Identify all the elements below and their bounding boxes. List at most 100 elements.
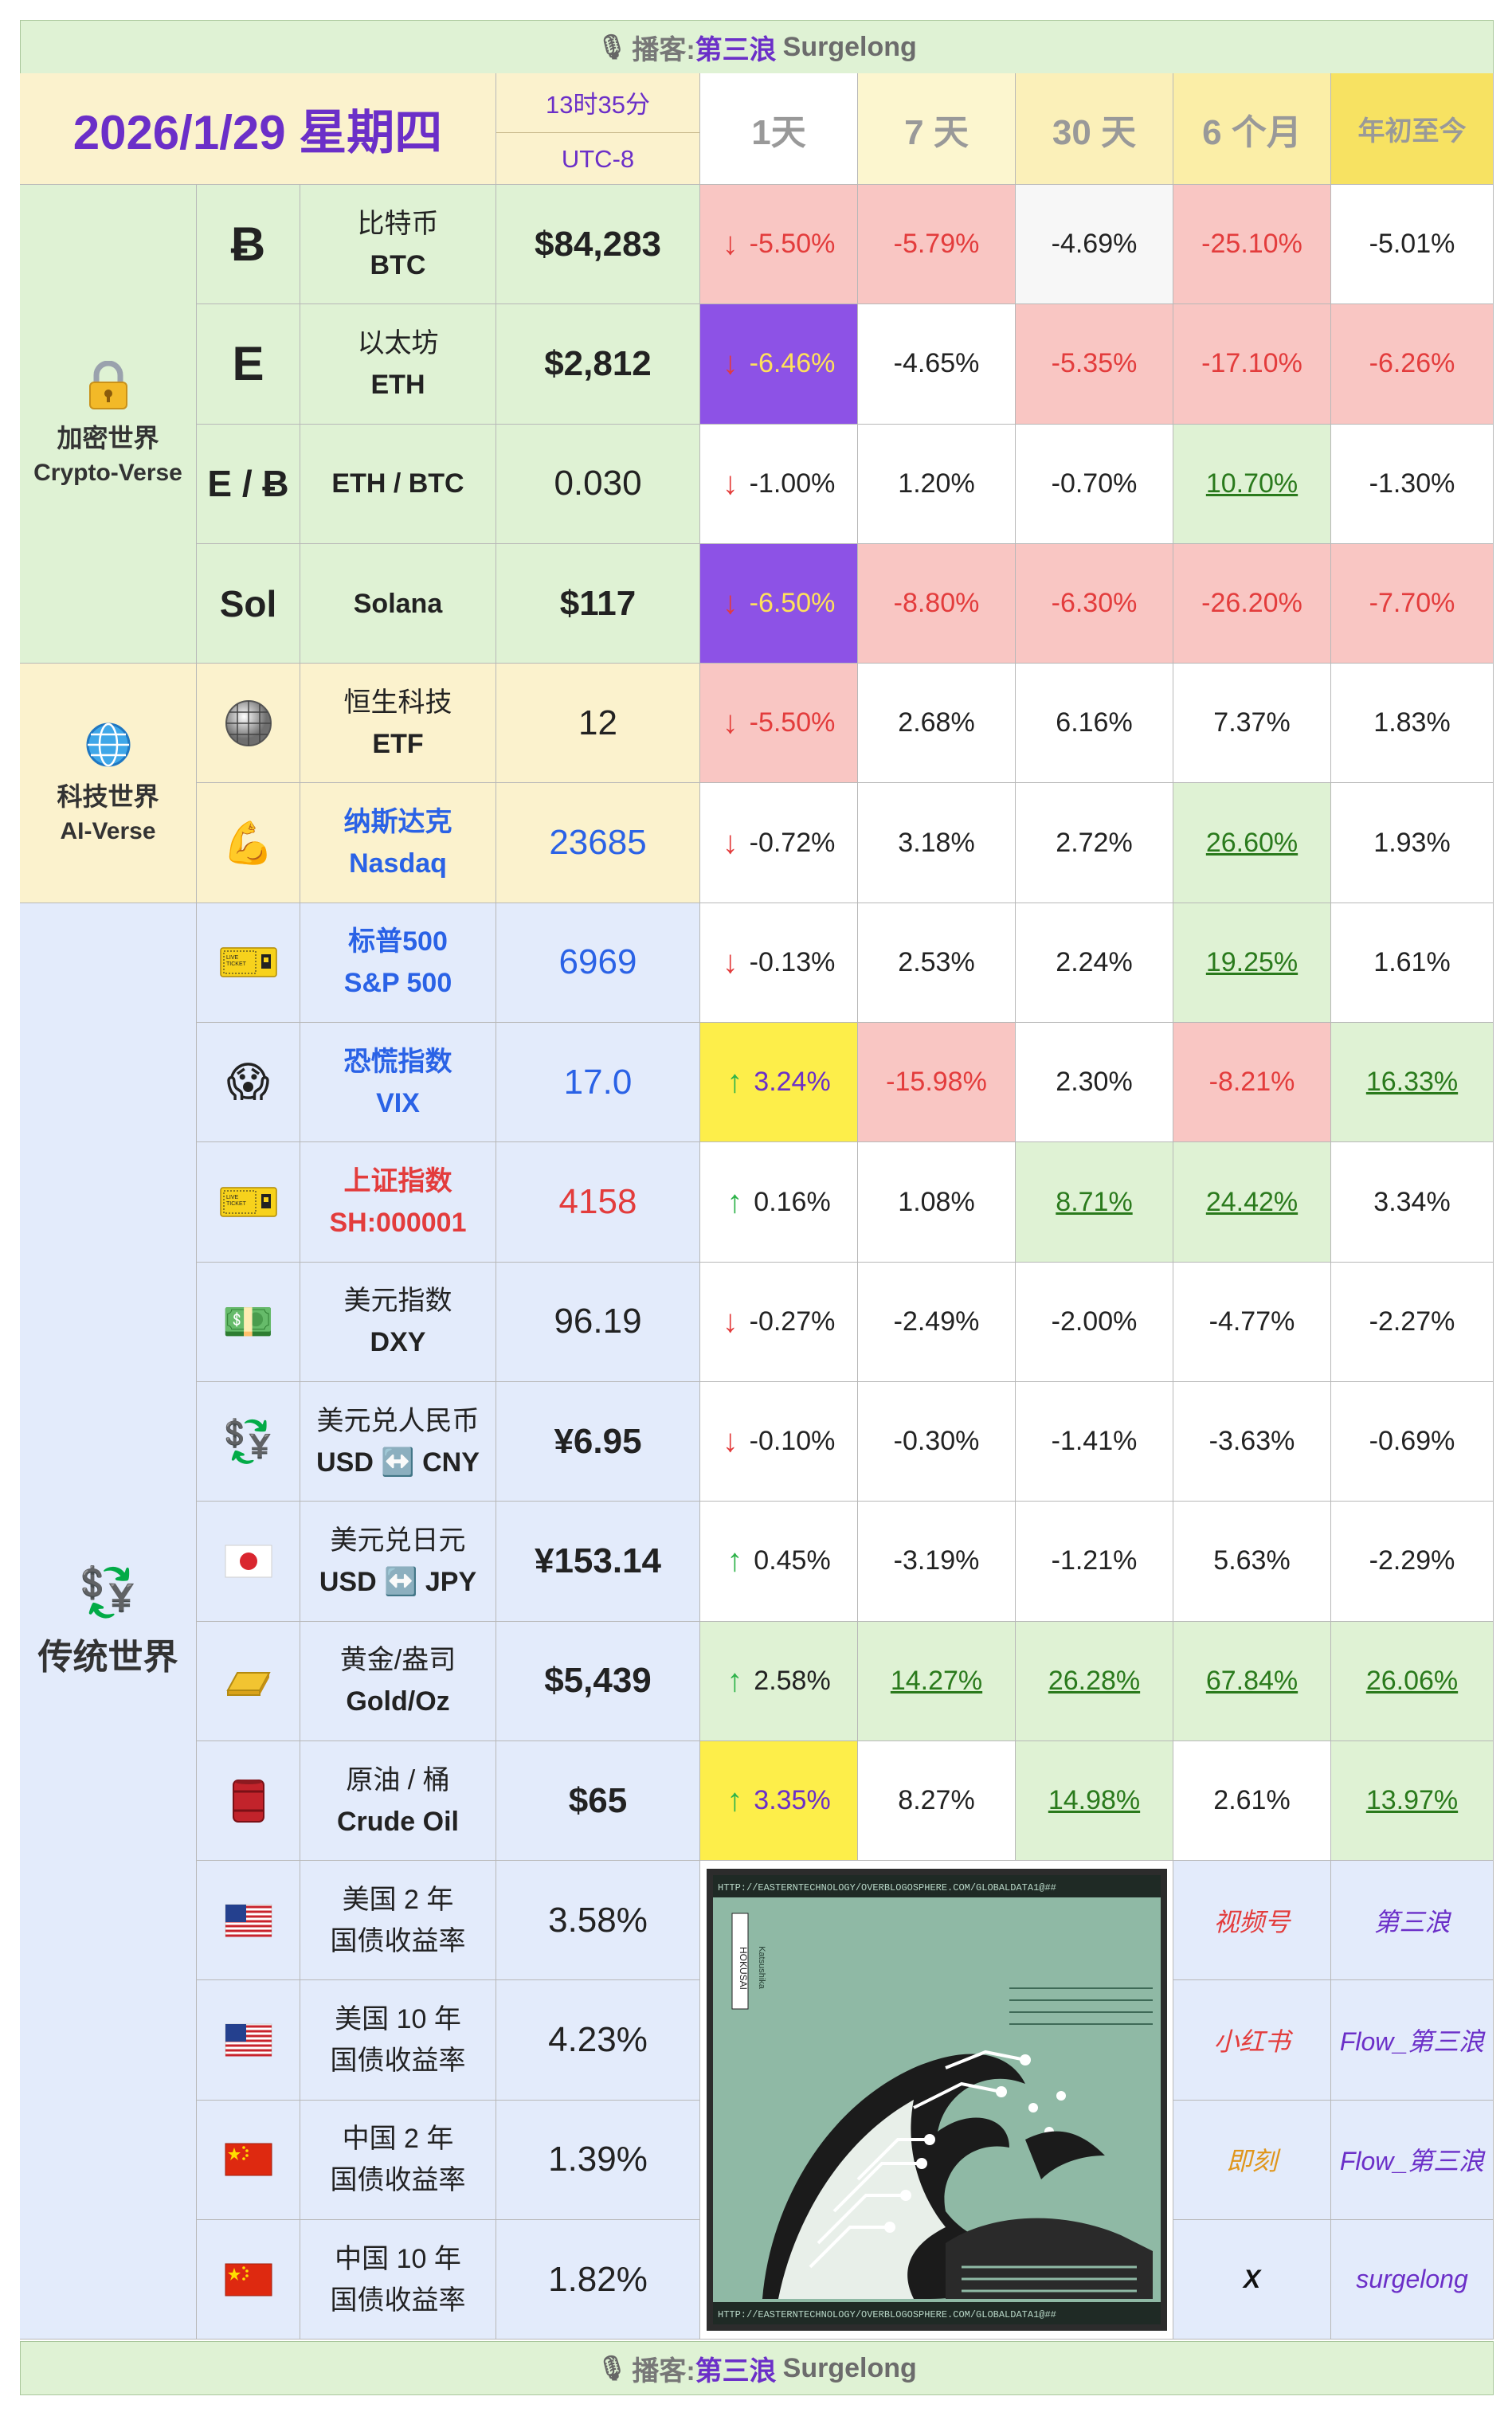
asset-name-cn: 上证指数 (343, 1166, 452, 1197)
change-30d: -0.70% (1016, 424, 1173, 544)
change-6m: 5.63% (1173, 1502, 1331, 1622)
asset-price: 17.0 (496, 1023, 700, 1143)
asset-name-en: Crude Oil (336, 1806, 460, 1837)
asset-name: 美国 10 年国债收益率 (300, 1980, 496, 2101)
asset-name-en: BTC (370, 249, 426, 280)
change-7d: 1.08% (858, 1142, 1016, 1263)
asset-name: 美元兑日元 USD ↔️ JPY (300, 1502, 496, 1622)
asset-name: 纳斯达克 Nasdaq (300, 783, 496, 903)
social-platform-jike: 即刻 (1173, 2100, 1331, 2221)
globe-icon (84, 721, 132, 769)
asset-name-en: 国债收益率 (330, 2285, 466, 2316)
change-value: -0.72% (749, 827, 836, 858)
change-30d: 8.71% (1016, 1142, 1173, 1263)
change-value: -6.46% (749, 348, 836, 379)
up-arrow-icon: ↑ (727, 1783, 743, 1818)
change-ytd: -6.26% (1331, 304, 1494, 425)
market-dashboard: 🎙 播客: 第三浪 Surgelong 2026/1/29 星期四 13时35分… (20, 20, 1494, 2395)
change-30d: 6.16% (1016, 664, 1173, 784)
flexed-bicep-icon: 💪 (197, 783, 300, 903)
asset-price: 23685 (496, 783, 700, 903)
asset-name: 中国 10 年国债收益率 (300, 2220, 496, 2340)
eth-btc-icon: E / Ƀ (197, 424, 300, 544)
change-value: 2.58% (754, 1665, 831, 1696)
artwork-caption-bottom: HTTP://EASTERNTECHNOLOGY/OVERBLOGOSPHERE… (718, 2309, 1056, 2320)
china-flag-icon (197, 2100, 300, 2221)
change-6m: 67.84% (1173, 1621, 1331, 1741)
change-30d: 2.24% (1016, 903, 1173, 1024)
change-ytd: 26.06% (1331, 1621, 1494, 1741)
change-6m: -17.10% (1173, 304, 1331, 425)
column-header-1d[interactable]: 1天 (700, 73, 858, 185)
asset-name: 美元兑人民币 USD ↔️ CNY (300, 1381, 496, 1502)
podcast-name: 第三浪 (695, 34, 777, 65)
podcast-label: 播客: (632, 2355, 695, 2387)
asset-price: $5,439 (496, 1621, 700, 1741)
down-arrow-icon: ↓ (722, 346, 738, 382)
asset-name-en: ETH (370, 369, 425, 400)
artwork-sublabel: Katsushika (757, 1946, 766, 1990)
social-handle-x[interactable]: surgelong (1331, 2220, 1494, 2340)
change-ytd: -5.01% (1331, 185, 1494, 305)
change-1d: ↑ 3.24% (700, 1023, 858, 1143)
microphone-icon: 🎙 (597, 33, 628, 61)
column-header-ytd[interactable]: 年初至今 (1331, 73, 1494, 185)
asset-price: 96.19 (496, 1262, 700, 1382)
currency-exchange-icon: 💱 (197, 1381, 300, 1502)
column-header-7d[interactable]: 7 天 (858, 73, 1016, 185)
asset-name-cn: 恒生科技 (343, 687, 452, 718)
change-ytd: 3.34% (1331, 1142, 1494, 1263)
change-7d: 2.68% (858, 664, 1016, 784)
gold-bar-icon (197, 1621, 300, 1741)
change-30d: 2.72% (1016, 783, 1173, 903)
us-flag-icon (197, 1980, 300, 2101)
asset-price: 6969 (496, 903, 700, 1024)
column-header-6m[interactable]: 6 个月 (1173, 73, 1331, 185)
time-display: 13时35分 UTC-8 (496, 73, 700, 185)
social-platform-x: X (1173, 2220, 1331, 2340)
asset-name: 原油 / 桶 Crude Oil (300, 1740, 496, 1862)
change-6m: -8.21% (1173, 1023, 1331, 1143)
change-6m: 24.42% (1173, 1142, 1331, 1263)
social-handle-jike[interactable]: Flow_第三浪 (1331, 2100, 1494, 2221)
asset-price: 3.58% (496, 1861, 700, 1981)
up-arrow-icon: ↑ (727, 1184, 743, 1220)
social-handle-channels[interactable]: 第三浪 (1331, 1861, 1494, 1981)
ticket-icon: LIVE TICKET (197, 903, 300, 1024)
change-value: -5.50% (749, 707, 836, 738)
asset-name-en: 国债收益率 (330, 2165, 466, 2196)
asset-name-cn: 美国 2 年 (342, 1884, 454, 1915)
asset-name-cn: 美元兑日元 (330, 1525, 466, 1556)
change-6m: 19.25% (1173, 903, 1331, 1024)
change-value: -0.27% (749, 1306, 836, 1337)
artwork-cell: HTTP://EASTERNTECHNOLOGY/OVERBLOGOSPHERE… (700, 1861, 1173, 2340)
category-ai-en: AI-Verse (60, 817, 156, 844)
column-header-30d[interactable]: 30 天 (1016, 73, 1173, 185)
podcast-name: 第三浪 (695, 2355, 777, 2387)
asset-name-cn: 黄金/盎司 (339, 1645, 456, 1676)
podcast-banner-bottom: 🎙 播客: 第三浪 Surgelong (20, 2341, 1494, 2395)
asset-price: ¥6.95 (496, 1381, 700, 1502)
change-6m: -4.77% (1173, 1262, 1331, 1382)
down-arrow-icon: ↓ (722, 824, 738, 860)
down-arrow-icon: ↓ (722, 705, 738, 741)
asset-name: Solana (300, 543, 496, 664)
change-7d: 14.27% (858, 1621, 1016, 1741)
podcast-label: 播客: (632, 34, 695, 65)
change-7d: 2.53% (858, 903, 1016, 1024)
asset-name: 恐慌指数 VIX (300, 1023, 496, 1143)
podcast-banner-top: 🎙 播客: 第三浪 Surgelong (20, 20, 1494, 74)
solana-icon: Sol (197, 543, 300, 664)
change-1d: ↑ 2.58% (700, 1621, 858, 1741)
asset-name: 比特币 BTC (300, 185, 496, 305)
change-1d: ↓ -0.27% (700, 1262, 858, 1382)
down-arrow-icon: ↓ (722, 226, 738, 262)
social-handle-xiaohongshu[interactable]: Flow_第三浪 (1331, 1980, 1494, 2101)
us-flag-icon (197, 1861, 300, 1981)
category-traditional-cn: 传统世界 (37, 1637, 178, 1677)
change-30d: -4.69% (1016, 185, 1173, 305)
change-7d: -3.19% (858, 1502, 1016, 1622)
change-1d: ↓ -0.72% (700, 783, 858, 903)
change-1d: ↓ -0.10% (700, 1381, 858, 1502)
change-value: -0.13% (749, 946, 836, 977)
